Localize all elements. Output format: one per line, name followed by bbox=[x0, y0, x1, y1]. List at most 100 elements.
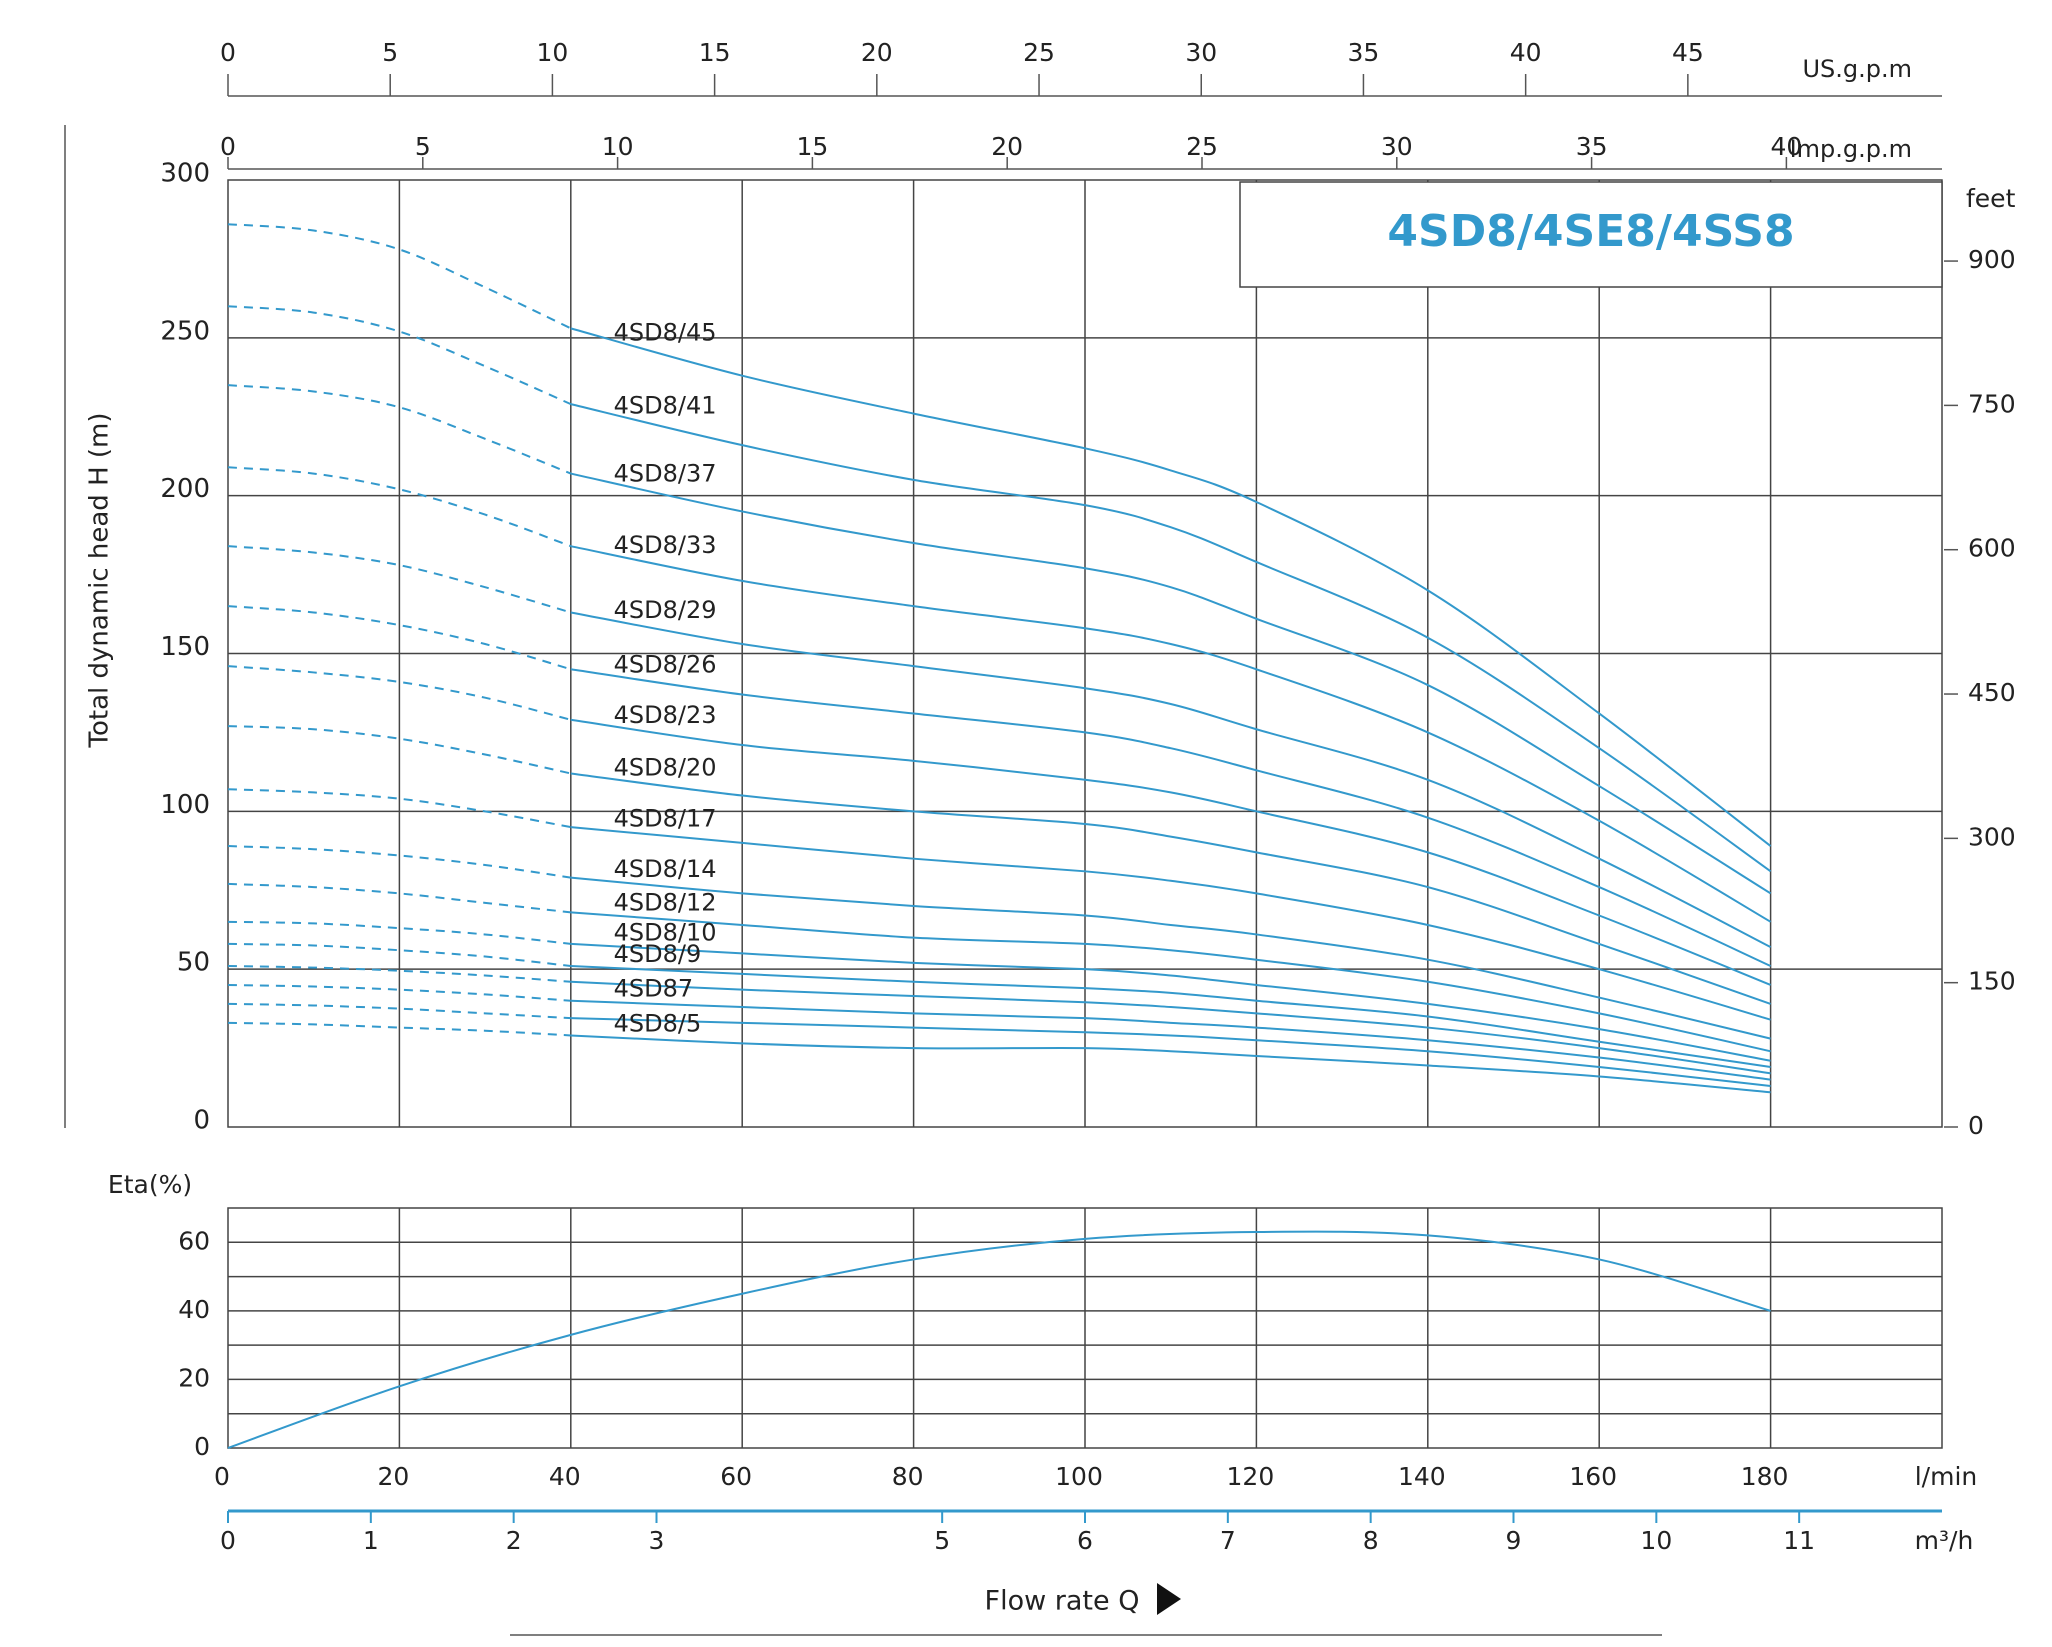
head-curve-label: 4SD8/17 bbox=[614, 804, 717, 832]
lmin-tick-label: 60 bbox=[720, 1462, 752, 1491]
head-curve bbox=[570, 942, 1771, 1062]
head-curve-label: 4SD8/23 bbox=[614, 701, 717, 729]
m3h-tick-label: 1 bbox=[363, 1526, 379, 1555]
head-curve-label: 4SD8/10 bbox=[614, 919, 717, 947]
head-curve bbox=[570, 965, 1771, 1069]
feet-tick-label: 450 bbox=[1968, 678, 2016, 707]
head-curve bbox=[570, 327, 1772, 847]
eta-y-axis-label: Eta(%) bbox=[108, 1170, 192, 1199]
lmin-tick-label: 40 bbox=[549, 1462, 581, 1491]
head-curve-label: 4SD8/9 bbox=[614, 940, 702, 968]
head-y-tick-label: 200 bbox=[160, 474, 210, 504]
m3h-tick-label: 10 bbox=[1640, 1526, 1672, 1555]
impgpm-tick-label: 0 bbox=[220, 132, 236, 161]
head-curve bbox=[570, 718, 1771, 986]
chart-title: 4SD8/4SE8/4SS8 bbox=[1387, 206, 1794, 257]
head-curve-dashed bbox=[227, 725, 572, 775]
m3h-tick-label: 6 bbox=[1077, 1526, 1093, 1555]
lmin-tick-label: 180 bbox=[1741, 1462, 1789, 1491]
flow-arrow-icon bbox=[1157, 1583, 1181, 1615]
usgpm-tick-label: 25 bbox=[1023, 38, 1055, 67]
head-y-tick-label: 100 bbox=[160, 790, 210, 820]
head-y-tick-label: 0 bbox=[193, 1106, 210, 1136]
lmin-tick-label: 80 bbox=[892, 1462, 924, 1491]
impgpm-tick-label: 5 bbox=[415, 132, 431, 161]
lmin-tick-label: 100 bbox=[1055, 1462, 1103, 1491]
head-curve-label: 4SD8/26 bbox=[614, 650, 717, 678]
impgpm-tick-label: 25 bbox=[1186, 132, 1218, 161]
head-curve-dashed bbox=[227, 545, 572, 614]
feet-tick-label: 300 bbox=[1968, 822, 2016, 851]
head-y-tick-label: 250 bbox=[160, 316, 210, 346]
x-axis-label: Flow rate Q bbox=[985, 1586, 1140, 1617]
usgpm-tick-label: 45 bbox=[1672, 38, 1704, 67]
head-y-axis-label: Total dynamic head H (m) bbox=[85, 412, 115, 748]
lmin-tick-label: 140 bbox=[1398, 1462, 1446, 1491]
lmin-tick-label: 20 bbox=[377, 1462, 409, 1491]
usgpm-tick-label: 30 bbox=[1185, 38, 1217, 67]
usgpm-tick-label: 35 bbox=[1348, 38, 1380, 67]
head-curve-label: 4SD8/33 bbox=[614, 531, 717, 559]
eta-y-tick-label: 40 bbox=[178, 1295, 210, 1324]
head-curve bbox=[570, 876, 1771, 1040]
eta-curve bbox=[227, 1230, 1771, 1449]
eta-y-tick-label: 0 bbox=[194, 1432, 210, 1461]
impgpm-tick-label: 40 bbox=[1770, 132, 1802, 161]
head-curve-label: 4SD8/45 bbox=[614, 318, 717, 346]
feet-tick-label: 150 bbox=[1968, 967, 2016, 996]
eta-y-tick-label: 60 bbox=[178, 1226, 210, 1255]
head-curve-label: 4SD8/12 bbox=[614, 888, 717, 916]
usgpm-tick-label: 10 bbox=[537, 38, 569, 67]
feet-tick-label: 0 bbox=[1968, 1111, 1984, 1140]
m3h-unit-label: m³/h bbox=[1915, 1526, 1974, 1555]
head-curve bbox=[570, 826, 1771, 1021]
head-curve bbox=[570, 1017, 1771, 1087]
m3h-tick-label: 0 bbox=[220, 1526, 236, 1555]
feet-tick-label: 600 bbox=[1968, 534, 2016, 563]
head-curve-dashed bbox=[227, 665, 572, 721]
impgpm-tick-label: 30 bbox=[1381, 132, 1413, 161]
head-curve bbox=[570, 999, 1771, 1081]
head-curve-dashed bbox=[227, 384, 572, 475]
impgpm-tick-label: 15 bbox=[796, 132, 828, 161]
m3h-tick-label: 11 bbox=[1783, 1526, 1815, 1555]
usgpm-tick-label: 15 bbox=[699, 38, 731, 67]
feet-unit-label: feet bbox=[1966, 184, 2016, 213]
eta-y-tick-label: 20 bbox=[178, 1363, 210, 1392]
usgpm-tick-label: 0 bbox=[220, 38, 236, 67]
lmin-unit-label: l/min bbox=[1915, 1462, 1978, 1491]
lmin-tick-label: 120 bbox=[1227, 1462, 1275, 1491]
m3h-tick-label: 5 bbox=[934, 1526, 950, 1555]
m3h-tick-label: 2 bbox=[506, 1526, 522, 1555]
m3h-tick-label: 7 bbox=[1220, 1526, 1236, 1555]
head-curve bbox=[570, 403, 1772, 873]
head-curve-label: 4SD8/37 bbox=[614, 460, 717, 488]
head-curve bbox=[570, 1034, 1771, 1094]
head-curve bbox=[570, 980, 1771, 1075]
head-curve-label: 4SD8/20 bbox=[614, 753, 717, 781]
impgpm-unit-label: Imp.g.p.m bbox=[1790, 135, 1912, 163]
usgpm-unit-label: US.g.p.m bbox=[1802, 55, 1912, 83]
head-curve-dashed bbox=[227, 466, 572, 548]
usgpm-tick-label: 5 bbox=[382, 38, 398, 67]
head-curve bbox=[570, 911, 1771, 1053]
head-curve bbox=[570, 772, 1771, 1005]
head-curve bbox=[570, 668, 1772, 967]
lmin-tick-label: 160 bbox=[1569, 1462, 1617, 1491]
lmin-tick-label: 0 bbox=[214, 1462, 230, 1491]
feet-tick-label: 750 bbox=[1968, 389, 2016, 418]
head-curve-dashed bbox=[227, 605, 572, 671]
m3h-tick-label: 8 bbox=[1363, 1526, 1379, 1555]
head-curve-label: 4SD8/41 bbox=[614, 392, 717, 420]
head-y-tick-label: 300 bbox=[160, 159, 210, 189]
impgpm-tick-label: 10 bbox=[602, 132, 634, 161]
head-curve bbox=[570, 472, 1772, 895]
head-y-tick-label: 50 bbox=[177, 948, 210, 978]
head-curve bbox=[570, 611, 1772, 948]
impgpm-tick-label: 20 bbox=[991, 132, 1023, 161]
head-curve bbox=[570, 545, 1772, 923]
m3h-tick-label: 3 bbox=[649, 1526, 665, 1555]
usgpm-tick-label: 20 bbox=[861, 38, 893, 67]
